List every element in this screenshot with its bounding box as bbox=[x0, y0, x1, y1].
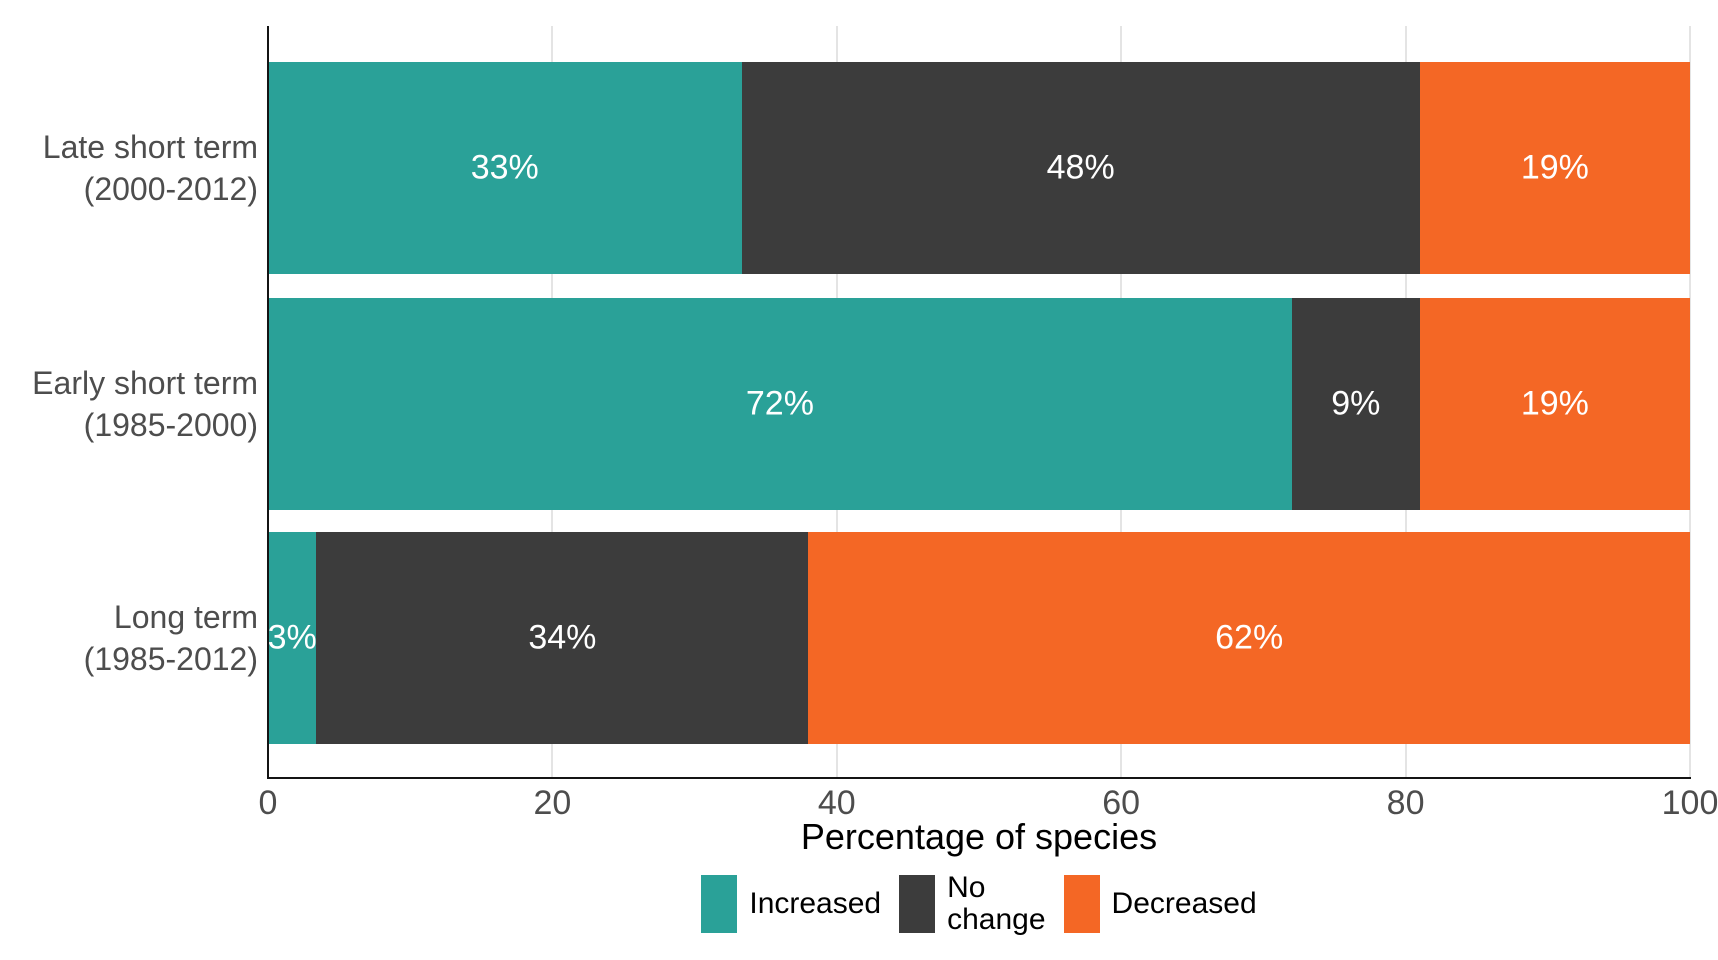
x-tick-label-60: 60 bbox=[1102, 784, 1141, 822]
legend-label-no-change: No change bbox=[947, 871, 1046, 936]
bar-row-late-short-term: 33% 48% 19% bbox=[268, 62, 1690, 274]
bar-value-label: 3% bbox=[267, 618, 317, 657]
bar-value-label: 33% bbox=[470, 148, 539, 187]
legend-label-decreased: Decreased bbox=[1111, 887, 1257, 920]
bar-segment-no-change: 48% bbox=[741, 62, 1420, 274]
bar-value-label: 19% bbox=[1520, 384, 1589, 423]
gridline-x-100 bbox=[1689, 26, 1691, 777]
bar-value-label: 9% bbox=[1331, 384, 1381, 423]
bar-value-label: 34% bbox=[528, 618, 597, 657]
bar-segment-decreased: 19% bbox=[1419, 298, 1690, 510]
bar-value-label: 72% bbox=[745, 384, 814, 423]
legend-swatch-increased bbox=[701, 875, 738, 933]
bar-segment-no-change: 9% bbox=[1291, 298, 1420, 510]
x-axis-title: Percentage of species bbox=[800, 816, 1158, 857]
y-axis-line bbox=[267, 26, 269, 779]
bar-segment-increased: 72% bbox=[268, 298, 1292, 510]
bar-value-label: 19% bbox=[1520, 148, 1589, 187]
y-category-label-early-short-term: Early short term (1985-2000) bbox=[32, 365, 258, 443]
x-tick-label-80: 80 bbox=[1386, 784, 1425, 822]
y-category-label-late-short-term: Late short term (2000-2012) bbox=[42, 129, 258, 207]
legend-swatch-no-change bbox=[899, 875, 936, 933]
x-tick-label-0: 0 bbox=[258, 784, 278, 822]
bar-segment-increased: 3% bbox=[267, 532, 317, 744]
y-category-label-long-term: Long term (1985-2012) bbox=[83, 599, 258, 677]
x-tick-label-100: 100 bbox=[1661, 784, 1718, 822]
bar-value-label: 48% bbox=[1046, 148, 1115, 187]
bar-segment-decreased: 19% bbox=[1419, 62, 1690, 274]
legend-entry-decreased: Decreased bbox=[1063, 875, 1257, 933]
bar-segment-decreased: 62% bbox=[808, 532, 1690, 744]
bar-row-long-term: 3% 34% 62% bbox=[268, 532, 1690, 744]
legend-entry-increased: Increased bbox=[701, 875, 881, 933]
x-axis-line bbox=[267, 777, 1691, 779]
legend: Increased No change Decreased bbox=[268, 872, 1690, 936]
bar-segment-increased: 33% bbox=[268, 62, 742, 274]
bar-segment-no-change: 34% bbox=[316, 532, 809, 744]
legend-label-increased: Increased bbox=[749, 887, 882, 920]
x-tick-label-20: 20 bbox=[533, 784, 572, 822]
legend-entry-no-change: No change bbox=[899, 871, 1046, 936]
bar-row-early-short-term: 72% 9% 19% bbox=[268, 298, 1690, 510]
legend-swatch-decreased bbox=[1063, 875, 1100, 933]
bar-value-label: 62% bbox=[1215, 618, 1284, 657]
x-tick-label-40: 40 bbox=[817, 784, 856, 822]
